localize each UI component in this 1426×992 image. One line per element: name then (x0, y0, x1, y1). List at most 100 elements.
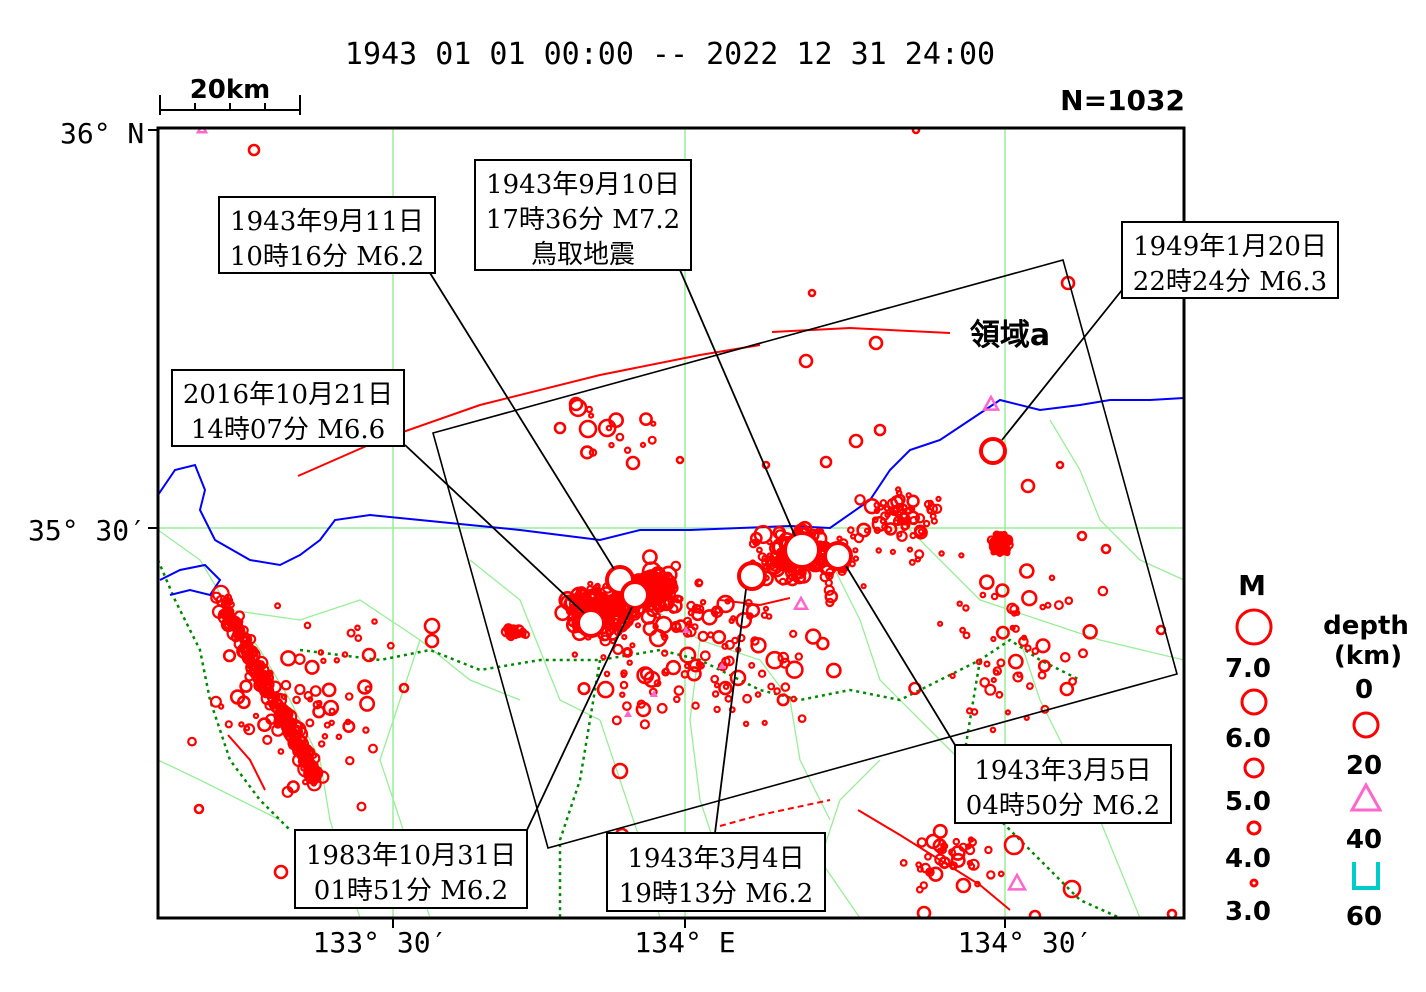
earthquake-marker (357, 679, 373, 695)
earthquake-marker (316, 699, 323, 707)
svg-text:60: 60 (1346, 902, 1382, 932)
earthquake-marker (686, 600, 696, 611)
earthquake-marker (582, 593, 593, 604)
earthquake-marker (927, 866, 944, 882)
earthquake-marker (875, 547, 882, 554)
earthquake-marker (919, 881, 929, 890)
earthquake-marker (717, 661, 729, 672)
earthquake-marker (230, 622, 238, 630)
earthquake-marker (936, 847, 944, 855)
earthquake-marker (424, 633, 440, 649)
earthquake-marker (978, 574, 995, 591)
earthquake-marker (642, 621, 658, 637)
earthquake-marker (995, 583, 1010, 598)
earthquake-marker (611, 715, 622, 726)
earthquake-marker (924, 852, 932, 861)
earthquake-marker (386, 641, 395, 650)
earthquake-marker (965, 707, 974, 715)
earthquake-marker-mid-depth (1006, 872, 1028, 891)
earthquake-marker (967, 836, 975, 843)
earthquake-marker (321, 682, 337, 698)
magnitude-legend: M 7.0 6.0 5.0 4.0 3.0 (1225, 569, 1273, 927)
earthquake-marker (1044, 601, 1052, 609)
earthquake-marker (773, 687, 781, 695)
earthquake-marker (236, 695, 251, 710)
earthquake-marker (990, 592, 999, 601)
svg-text:0: 0 (1355, 675, 1373, 705)
earthquake-marker (1028, 909, 1042, 918)
earthquake-marker (647, 597, 658, 607)
earthquake-marker (1003, 834, 1025, 856)
earthquake-marker (639, 719, 651, 730)
earthquake-marker (309, 685, 322, 697)
earthquake-marker (287, 735, 303, 751)
earthquake-marker (896, 531, 903, 538)
earthquake-marker (647, 435, 657, 445)
earthquake-marker (1007, 653, 1024, 670)
earthquake-marker (605, 424, 613, 432)
earthquake-marker (694, 604, 705, 615)
major-events (576, 437, 1007, 638)
earthquake-marker (765, 650, 785, 670)
earthquake-marker (699, 650, 711, 662)
earthquake-marker (588, 448, 598, 457)
earthquake-marker (246, 659, 258, 671)
earthquake-marker (880, 511, 890, 521)
earthquake-marker (1076, 530, 1088, 542)
earthquake-marker (881, 523, 889, 531)
earthquake-marker (574, 597, 581, 605)
earthquake-marker (509, 629, 520, 640)
earthquake-marker (295, 748, 308, 761)
earthquake-marker (716, 594, 735, 614)
earthquake-marker-mid-depth (981, 394, 1001, 411)
earthquake-marker (761, 719, 768, 727)
earthquake-marker (824, 589, 839, 604)
earthquake-marker (306, 776, 322, 792)
earthquake-marker (317, 649, 325, 656)
earthquake-marker (361, 647, 377, 663)
earthquake-marker (623, 446, 632, 454)
earthquake-marker (342, 719, 356, 733)
svg-text:depth: depth (1323, 611, 1409, 641)
earthquake-marker (950, 852, 966, 868)
annotation-1983-10-31: 1983年10月31日 01時51分 M6.2 (294, 829, 528, 909)
coastline (158, 397, 1184, 567)
earthquake-marker (312, 704, 326, 719)
earthquake-marker (819, 571, 831, 583)
earthquake-marker (292, 695, 301, 705)
earthquake-marker (568, 396, 584, 412)
earthquake-marker (914, 549, 925, 560)
earthquake-marker (804, 628, 822, 645)
earthquake-marker (242, 634, 251, 644)
earthquake-marker (723, 655, 735, 667)
earthquake-marker (752, 538, 761, 547)
earthquake-marker (344, 718, 352, 726)
earthquake-marker (756, 546, 763, 554)
earthquake-marker (210, 591, 223, 604)
earthquake-marker (776, 693, 790, 707)
earthquake-marker (744, 598, 753, 608)
earthquake-marker (592, 583, 601, 593)
earthquake-marker (984, 683, 997, 696)
earthquake-marker (974, 880, 981, 888)
earthquake-marker (639, 412, 653, 426)
earthquake-marker (648, 628, 668, 648)
lat-label-3530: 35° 30′ (28, 514, 146, 547)
earthquake-marker (661, 633, 669, 642)
earthquake-marker (346, 628, 356, 638)
earthquake-marker (679, 646, 697, 664)
earthquake-marker (662, 667, 670, 675)
svg-text:22時24分 M6.3: 22時24分 M6.3 (1133, 267, 1327, 297)
earthquake-marker (674, 619, 688, 633)
earthquake-marker (587, 412, 595, 419)
earthquake-marker (737, 633, 746, 643)
earthquake-marker (873, 507, 881, 514)
earthquake-marker (623, 648, 632, 657)
earthquake-marker-mid-depth (792, 595, 810, 611)
earthquake-marker (658, 593, 674, 609)
earthquake-marker (935, 495, 942, 502)
earthquake-marker (594, 591, 603, 600)
earthquake-marker (742, 720, 750, 728)
earthquake-marker (233, 628, 243, 637)
earthquake-marker (724, 694, 733, 703)
